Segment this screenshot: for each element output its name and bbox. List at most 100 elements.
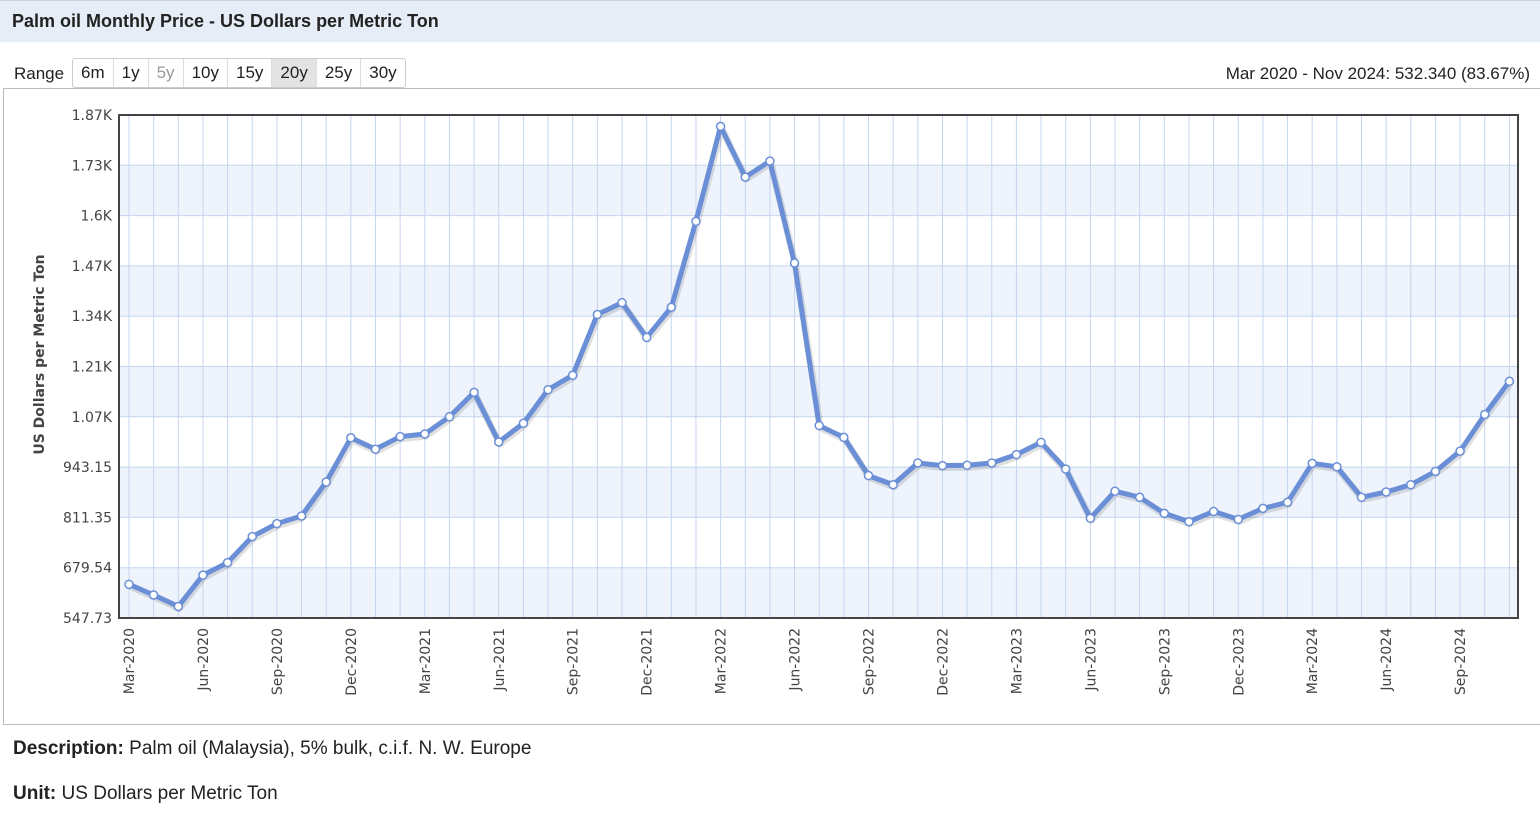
data-point — [1036, 437, 1046, 448]
range-button-30y[interactable]: 30y — [369, 63, 397, 82]
x-tick-label: Sep-2024 — [1453, 628, 1469, 695]
data-point — [987, 458, 997, 468]
y-tick-label: 811.35 — [63, 510, 112, 526]
data-point — [715, 121, 726, 132]
x-tick-label: Mar-2021 — [418, 628, 434, 694]
x-tick-label: Sep-2023 — [1157, 628, 1173, 695]
y-tick-label: 943.15 — [63, 460, 112, 476]
data-point — [444, 412, 455, 422]
data-point — [198, 570, 208, 580]
range-selector: Range 6m 1y 5y 10y 15y 20y 25y 30y Mar 2020 - N… — [0, 56, 1540, 88]
data-point — [469, 387, 479, 398]
data-point — [173, 601, 184, 612]
data-point — [296, 511, 307, 521]
data-point — [1381, 487, 1391, 497]
y-tick-label: 1.6K — [81, 209, 113, 225]
x-tick-label: Sep-2022 — [862, 628, 878, 695]
range-button-10y[interactable]: 10y — [184, 59, 228, 87]
data-point — [1233, 514, 1243, 525]
data-point — [1134, 492, 1145, 503]
data-point — [1208, 506, 1219, 517]
data-point — [1406, 479, 1416, 490]
data-point — [1258, 503, 1268, 514]
data-point — [1356, 492, 1367, 503]
unit-label: Unit: — [13, 783, 57, 804]
description-row: Description: Palm oil (Malaysia), 5% bul… — [13, 738, 531, 760]
data-point — [814, 420, 824, 431]
data-point — [518, 418, 529, 429]
x-tick-label: Jun-2020 — [196, 628, 212, 692]
data-point — [691, 216, 701, 227]
data-point — [1282, 497, 1293, 508]
data-point — [1184, 516, 1194, 527]
data-point — [1085, 513, 1096, 524]
range-button-25y[interactable]: 25y — [317, 59, 362, 87]
range-button-group: 6m 1y 5y 10y 15y 20y 25y 30y — [72, 58, 406, 88]
data-point — [321, 477, 331, 487]
x-tick-label: Jun-2021 — [492, 628, 508, 692]
data-point — [1504, 376, 1515, 387]
plot-area-border — [118, 114, 1519, 619]
x-tick-label: Mar-2022 — [714, 628, 730, 694]
data-point — [1480, 409, 1490, 420]
grid-band — [119, 567, 1518, 618]
range-button-6m[interactable]: 6m — [73, 59, 114, 87]
range-summary: Mar 2020 - Nov 2024: 532.340 (83.67%) — [1225, 64, 1530, 83]
data-point — [641, 332, 652, 343]
data-point — [1110, 486, 1120, 496]
data-point — [124, 579, 134, 590]
data-point — [1011, 449, 1022, 460]
description-label: Description: — [13, 738, 124, 759]
x-tick-label: Dec-2020 — [344, 628, 360, 696]
grid-band — [119, 467, 1518, 518]
price-line-chart: 547.73 679.54 811.35 943.15 1.07K 1.21K 1.34K 1… — [32, 108, 1519, 696]
y-tick-label: 547.73 — [63, 611, 112, 627]
data-point — [913, 458, 923, 468]
x-tick-label: Sep-2021 — [566, 628, 582, 695]
data-point — [543, 384, 553, 395]
data-point — [370, 444, 381, 454]
x-tick-label: Dec-2022 — [935, 628, 951, 696]
data-point — [863, 470, 874, 481]
data-point — [346, 433, 356, 443]
range-button-5y: 5y — [149, 59, 184, 87]
grid-band — [119, 265, 1518, 317]
data-point — [1060, 464, 1071, 474]
x-tick-label: Dec-2023 — [1231, 628, 1247, 696]
data-point — [1455, 446, 1465, 456]
data-point — [962, 460, 972, 471]
range-button-15y[interactable]: 15y — [228, 59, 273, 87]
description-value: Palm oil (Malaysia), 5% bulk, c.i.f. N. … — [129, 738, 532, 759]
title-bar: Palm oil Monthly Price - US Dollars per … — [0, 0, 1540, 42]
x-tick-label: Jun-2023 — [1083, 628, 1099, 692]
data-point — [148, 590, 159, 600]
x-tick-label: Mar-2020 — [122, 628, 138, 694]
x-tick-label: Mar-2024 — [1305, 628, 1321, 694]
data-point — [247, 531, 257, 542]
y-tick-label: 1.34K — [72, 309, 113, 325]
data-point — [395, 431, 405, 442]
data-point — [1430, 466, 1441, 477]
data-point — [272, 518, 282, 529]
data-point — [789, 258, 800, 268]
unit-value: US Dollars per Metric Ton — [61, 783, 278, 804]
y-tick-label: 1.73K — [72, 158, 113, 174]
data-point — [420, 429, 430, 439]
data-point — [740, 172, 750, 182]
data-point — [1159, 508, 1170, 519]
data-point — [617, 297, 627, 308]
range-button-20y[interactable]: 20y — [272, 59, 317, 87]
range-button-1y[interactable]: 1y — [114, 59, 149, 87]
x-tick-label: Sep-2020 — [270, 628, 286, 695]
range-label: Range — [14, 64, 65, 83]
data-point — [494, 437, 504, 447]
x-tick-label: Jun-2024 — [1379, 628, 1395, 692]
data-point — [839, 432, 849, 443]
x-tick-label: Mar-2023 — [1009, 628, 1025, 694]
y-tick-label: 1.87K — [72, 108, 113, 124]
page-title: Palm oil Monthly Price - US Dollars per … — [12, 11, 439, 31]
y-axis-label: US Dollars per Metric Ton — [32, 254, 48, 454]
data-point — [1332, 462, 1342, 472]
data-point — [765, 156, 775, 166]
data-point — [666, 302, 677, 313]
